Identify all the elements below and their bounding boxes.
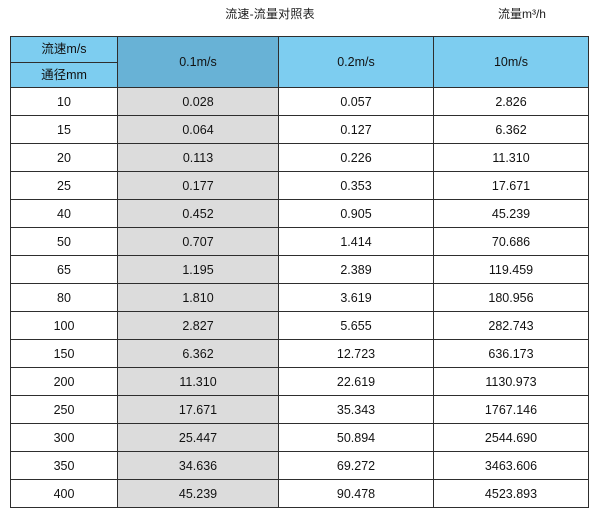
cell-flow-10ms: 70.686: [433, 227, 589, 256]
cell-flow-10ms: 11.310: [433, 143, 589, 172]
table-row: 250 17.671 35.343 1767.146: [10, 395, 589, 424]
cell-flow-0.1ms: 1.195: [117, 255, 279, 284]
cell-flow-0.2ms: 1.414: [278, 227, 434, 256]
cell-flow-10ms: 2544.690: [433, 423, 589, 452]
cell-flow-10ms: 17.671: [433, 171, 589, 200]
cell-nominal-diameter: 80: [10, 283, 118, 312]
cell-flow-0.1ms: 0.113: [117, 143, 279, 172]
header-corner-cell: 流速m/s 通径mm: [10, 36, 118, 88]
table-row: 200 11.310 22.619 1130.973: [10, 367, 589, 396]
table-row: 25 0.177 0.353 17.671: [10, 171, 589, 200]
cell-flow-10ms: 636.173: [433, 339, 589, 368]
cell-flow-0.2ms: 2.389: [278, 255, 434, 284]
table-header-row: 流速m/s 通径mm 0.1m/s 0.2m/s 10m/s: [10, 36, 589, 88]
cell-flow-10ms: 180.956: [433, 283, 589, 312]
table-row: 300 25.447 50.894 2544.690: [10, 423, 589, 452]
cell-flow-0.2ms: 0.905: [278, 199, 434, 228]
cell-flow-0.2ms: 5.655: [278, 311, 434, 340]
cell-flow-0.1ms: 0.064: [117, 115, 279, 144]
table-row: 20 0.113 0.226 11.310: [10, 143, 589, 172]
header-velocity-label: 流速m/s: [11, 37, 117, 63]
cell-nominal-diameter: 15: [10, 115, 118, 144]
cell-flow-0.1ms: 6.362: [117, 339, 279, 368]
table-row: 65 1.195 2.389 119.459: [10, 255, 589, 284]
cell-nominal-diameter: 250: [10, 395, 118, 424]
cell-nominal-diameter: 10: [10, 87, 118, 116]
cell-nominal-diameter: 100: [10, 311, 118, 340]
flow-unit-label: 流量m³/h: [497, 7, 546, 21]
cell-flow-0.1ms: 0.452: [117, 199, 279, 228]
header-diameter-label: 通径mm: [11, 62, 117, 87]
table-body: 流速m/s 通径mm 0.1m/s 0.2m/s 10m/s 10 0.028 0.…: [10, 36, 589, 508]
table-row: 40 0.452 0.905 45.239: [10, 199, 589, 228]
flow-velocity-table-container: 流速m/s 通径mm 0.1m/s 0.2m/s 10m/s 10 0.028 0.…: [10, 36, 589, 508]
header-column-0: 0.1m/s: [117, 36, 279, 88]
table-row: 50 0.707 1.414 70.686: [10, 227, 589, 256]
cell-flow-0.2ms: 0.353: [278, 171, 434, 200]
cell-flow-0.1ms: 25.447: [117, 423, 279, 452]
cell-flow-10ms: 2.826: [433, 87, 589, 116]
cell-flow-0.2ms: 0.127: [278, 115, 434, 144]
cell-flow-10ms: 1767.146: [433, 395, 589, 424]
cell-flow-0.1ms: 0.028: [117, 87, 279, 116]
cell-nominal-diameter: 50: [10, 227, 118, 256]
cell-flow-0.2ms: 0.226: [278, 143, 434, 172]
cell-flow-0.1ms: 1.810: [117, 283, 279, 312]
cell-nominal-diameter: 25: [10, 171, 118, 200]
cell-flow-0.1ms: 17.671: [117, 395, 279, 424]
cell-flow-0.2ms: 0.057: [278, 87, 434, 116]
cell-nominal-diameter: 150: [10, 339, 118, 368]
cell-nominal-diameter: 300: [10, 423, 118, 452]
table-row: 100 2.827 5.655 282.743: [10, 311, 589, 340]
cell-flow-10ms: 45.239: [433, 199, 589, 228]
cell-flow-0.2ms: 50.894: [278, 423, 434, 452]
cell-flow-10ms: 282.743: [433, 311, 589, 340]
cell-flow-10ms: 6.362: [433, 115, 589, 144]
cell-flow-10ms: 4523.893: [433, 479, 589, 508]
cell-flow-10ms: 119.459: [433, 255, 589, 284]
header-column-2: 10m/s: [433, 36, 589, 88]
cell-flow-0.1ms: 45.239: [117, 479, 279, 508]
flow-velocity-table: 流速m/s 通径mm 0.1m/s 0.2m/s 10m/s 10 0.028 0.…: [10, 36, 589, 508]
cell-flow-0.1ms: 2.827: [117, 311, 279, 340]
cell-nominal-diameter: 400: [10, 479, 118, 508]
cell-nominal-diameter: 40: [10, 199, 118, 228]
header-column-1: 0.2m/s: [278, 36, 434, 88]
table-row: 80 1.810 3.619 180.956: [10, 283, 589, 312]
cell-flow-0.2ms: 90.478: [278, 479, 434, 508]
cell-flow-0.1ms: 11.310: [117, 367, 279, 396]
chart-title: 流速-流量对照表: [225, 7, 315, 21]
table-row: 15 0.064 0.127 6.362: [10, 115, 589, 144]
cell-nominal-diameter: 65: [10, 255, 118, 284]
cell-flow-10ms: 1130.973: [433, 367, 589, 396]
cell-flow-0.1ms: 0.177: [117, 171, 279, 200]
table-row: 150 6.362 12.723 636.173: [10, 339, 589, 368]
cell-flow-0.1ms: 0.707: [117, 227, 279, 256]
cell-flow-0.2ms: 3.619: [278, 283, 434, 312]
table-row: 400 45.239 90.478 4523.893: [10, 479, 589, 508]
cell-flow-0.2ms: 35.343: [278, 395, 434, 424]
table-row: 10 0.028 0.057 2.826: [10, 87, 589, 116]
cell-flow-0.2ms: 22.619: [278, 367, 434, 396]
cell-nominal-diameter: 200: [10, 367, 118, 396]
cell-nominal-diameter: 20: [10, 143, 118, 172]
caption-bar: 流速-流量对照表 流量m³/h: [0, 0, 600, 36]
cell-flow-0.2ms: 12.723: [278, 339, 434, 368]
